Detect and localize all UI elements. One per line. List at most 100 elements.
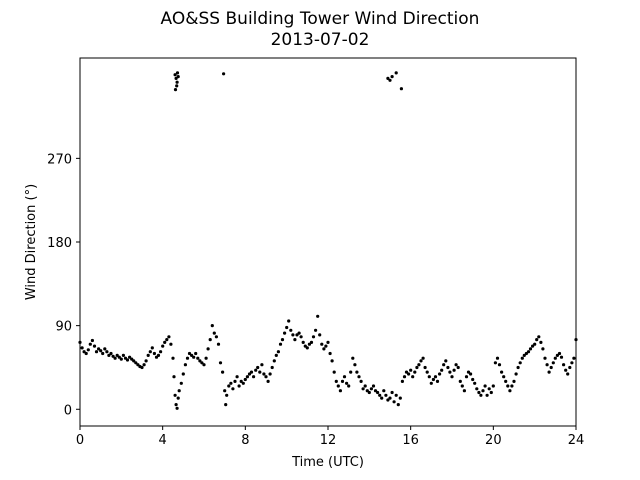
data-point	[183, 363, 187, 367]
x-tick-label: 20	[485, 433, 502, 448]
data-point	[471, 377, 475, 382]
data-point	[504, 379, 508, 383]
data-point	[148, 350, 152, 354]
data-point	[533, 342, 537, 346]
data-point	[549, 365, 553, 370]
data-point	[535, 338, 539, 342]
data-point	[351, 356, 355, 360]
data-point	[431, 377, 435, 382]
data-point	[489, 390, 493, 395]
data-point	[462, 389, 466, 393]
data-point	[204, 356, 208, 360]
data-point	[222, 72, 226, 76]
data-point	[196, 356, 200, 360]
data-point	[404, 370, 409, 374]
data-point	[142, 363, 146, 367]
data-point	[427, 375, 431, 379]
data-point	[159, 350, 163, 354]
data-point	[495, 356, 500, 360]
data-point	[314, 328, 318, 332]
data-point	[508, 389, 512, 393]
y-tick-label: 0	[64, 403, 72, 418]
data-point	[175, 84, 179, 88]
data-point	[396, 403, 400, 407]
data-point	[466, 370, 471, 374]
data-point	[278, 342, 283, 346]
data-point	[179, 381, 183, 385]
data-point	[562, 363, 566, 367]
data-point	[502, 375, 506, 379]
data-point	[152, 351, 156, 356]
data-point	[254, 368, 258, 372]
data-point	[400, 379, 404, 383]
data-point	[115, 353, 119, 357]
data-point	[235, 375, 239, 379]
data-point	[531, 344, 535, 348]
data-point	[390, 390, 394, 395]
data-point	[283, 331, 287, 335]
data-point	[373, 389, 378, 393]
data-point	[394, 393, 398, 397]
data-point	[473, 381, 477, 385]
data-point	[150, 346, 154, 350]
data-point	[107, 353, 111, 357]
data-point	[570, 361, 574, 365]
data-point	[564, 368, 568, 372]
y-tick-label: 270	[47, 152, 72, 167]
data-point	[363, 384, 367, 388]
data-point	[435, 379, 440, 383]
data-point	[444, 359, 448, 363]
data-point	[340, 379, 345, 383]
data-point	[572, 356, 576, 360]
data-point	[225, 393, 229, 397]
data-point	[541, 347, 545, 351]
data-point	[88, 342, 92, 346]
data-point	[280, 338, 285, 342]
data-point	[386, 398, 390, 402]
data-point	[390, 75, 394, 79]
data-point	[371, 384, 376, 388]
data-point	[326, 340, 330, 344]
data-point	[192, 355, 196, 359]
data-point	[176, 75, 180, 79]
data-point	[276, 350, 280, 354]
data-point	[185, 356, 190, 360]
data-point	[394, 71, 398, 75]
data-point	[293, 338, 297, 342]
data-point	[347, 384, 351, 388]
data-point	[134, 361, 138, 365]
data-point	[559, 355, 564, 359]
x-tick-label: 0	[76, 433, 84, 448]
data-point	[497, 363, 502, 367]
data-point	[479, 393, 483, 397]
data-point	[338, 389, 342, 393]
data-point	[287, 319, 291, 323]
data-point	[105, 350, 109, 354]
data-point	[212, 331, 216, 335]
data-point	[229, 381, 233, 385]
data-point	[90, 338, 94, 343]
data-point	[86, 348, 90, 352]
data-point	[128, 355, 132, 359]
data-point	[458, 379, 462, 383]
data-point	[450, 375, 454, 379]
data-point	[239, 379, 243, 383]
data-point	[516, 365, 520, 370]
data-point	[274, 353, 278, 357]
data-point	[80, 346, 84, 350]
data-point	[320, 342, 324, 346]
data-point	[233, 379, 237, 383]
data-point	[316, 314, 320, 318]
data-point	[84, 351, 88, 356]
data-point	[117, 355, 121, 359]
data-point	[551, 361, 555, 365]
data-point	[291, 333, 295, 337]
data-point	[448, 370, 452, 374]
data-point	[237, 384, 241, 388]
data-point	[256, 365, 260, 370]
x-axis-ticks: 0 4 8 12 16 20 24	[76, 426, 584, 448]
data-point	[469, 372, 473, 376]
data-point	[181, 372, 185, 376]
data-point	[175, 71, 180, 75]
data-point	[270, 365, 274, 370]
